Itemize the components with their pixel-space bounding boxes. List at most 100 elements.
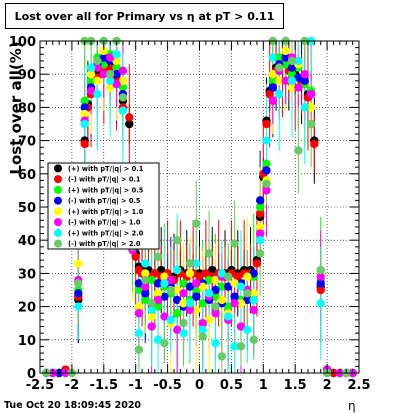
- data-point: [74, 302, 83, 311]
- data-point: [230, 342, 239, 351]
- tick-labels: -2.5 -2 -1.5 -1 -0.5 0 0.5 1 1.5 2 2.5 0 10 20 30 40 50 6…: [9, 35, 371, 393]
- x-axis-label: η: [348, 399, 356, 413]
- y-tick-label: 90: [18, 68, 36, 83]
- x-tick-label: -2.5: [26, 378, 54, 393]
- data-point: [118, 83, 128, 92]
- legend-entry: (+) with pT/|q| > 1.0: [68, 208, 144, 217]
- data-point: [80, 103, 89, 112]
- x-tick-label: 2.5: [347, 378, 370, 393]
- data-point: [166, 275, 175, 285]
- data-point: [118, 76, 128, 86]
- data-point: [236, 342, 246, 351]
- data-point: [255, 236, 265, 245]
- data-point: [255, 196, 265, 205]
- data-point: [172, 236, 182, 245]
- data-point: [195, 272, 204, 281]
- legend-entry: (+) with pT/|q| > 0.1: [68, 165, 144, 174]
- data-point: [255, 209, 265, 218]
- data-point: [157, 265, 166, 275]
- data-point: [316, 279, 325, 288]
- data-point: [179, 299, 188, 308]
- x-tick-label: -2: [65, 378, 79, 393]
- data-point: [134, 285, 144, 295]
- data-point: [141, 295, 150, 305]
- legend-entry: (-) with pT/|q| > 1.0: [68, 219, 141, 228]
- data-point: [93, 63, 102, 72]
- data-point: [268, 70, 278, 79]
- data-point: [211, 338, 220, 348]
- data-point: [300, 76, 309, 86]
- legend: (+) with pT/|q| > 0.1 (-) with pT/|q| > 0…: [47, 162, 160, 250]
- data-point: [172, 325, 182, 335]
- data-point: [86, 86, 96, 96]
- y-tick-label: 30: [18, 267, 36, 282]
- data-point: [211, 292, 220, 301]
- data-point: [141, 275, 150, 285]
- data-point: [185, 269, 195, 278]
- data-point: [99, 46, 109, 56]
- data-point: [74, 289, 83, 298]
- data-point: [243, 272, 252, 281]
- data-point: [147, 305, 156, 315]
- data-point: [192, 305, 201, 315]
- data-point: [134, 328, 144, 338]
- data-point: [112, 56, 121, 66]
- data-point: [134, 279, 144, 288]
- legend-marker: [54, 239, 62, 248]
- data-point: [262, 119, 271, 129]
- data-point: [99, 70, 109, 79]
- data-point: [262, 186, 271, 195]
- data-point: [153, 252, 163, 261]
- data-point: [255, 249, 265, 258]
- data-point: [198, 325, 207, 335]
- x-tick-label: -0.5: [153, 378, 181, 393]
- legend-entry: (-) with pT/|q| > 0.1: [68, 176, 141, 185]
- data-point: [147, 312, 156, 321]
- x-tick-label: 1: [259, 378, 268, 393]
- y-tick-label: 20: [18, 301, 36, 316]
- data-point: [255, 202, 265, 212]
- data-point: [249, 295, 258, 305]
- data-point: [80, 139, 89, 149]
- data-point: [125, 113, 134, 122]
- data-point: [306, 89, 316, 99]
- data-point: [112, 50, 121, 59]
- data-point: [287, 70, 297, 79]
- data-point: [86, 70, 96, 79]
- data-point: [294, 56, 303, 66]
- data-point: [160, 338, 169, 348]
- data-point: [281, 60, 290, 69]
- data-point: [294, 146, 303, 155]
- data-point: [141, 289, 150, 298]
- data-point: [306, 103, 316, 112]
- data-point: [185, 282, 195, 291]
- data-point: [217, 295, 227, 305]
- data-point: [172, 285, 182, 295]
- data-point: [255, 229, 265, 238]
- data-point: [208, 265, 217, 275]
- legend-marker: [54, 218, 62, 227]
- data-point: [118, 93, 128, 102]
- data-point: [141, 259, 150, 268]
- y-tick-label: 50: [18, 201, 36, 216]
- data-point: [268, 96, 278, 105]
- x-tick-label: -1.5: [90, 378, 118, 393]
- data-point: [262, 166, 271, 175]
- data-point: [147, 322, 156, 331]
- y-tick-label: 10: [18, 334, 36, 349]
- y-axis-label: Lost over all(%): [7, 41, 25, 174]
- data-point: [118, 66, 128, 76]
- data-point: [112, 63, 121, 72]
- legend-marker: [54, 207, 62, 216]
- legend-marker: [54, 164, 62, 173]
- data-point: [99, 60, 109, 69]
- data-point: [300, 70, 309, 79]
- data-point: [192, 285, 201, 295]
- data-point: [172, 265, 182, 275]
- data-point: [160, 279, 169, 288]
- data-point: [316, 265, 325, 275]
- data-points: [42, 36, 357, 378]
- y-tick-label: 0: [27, 367, 36, 382]
- data-point: [179, 319, 188, 328]
